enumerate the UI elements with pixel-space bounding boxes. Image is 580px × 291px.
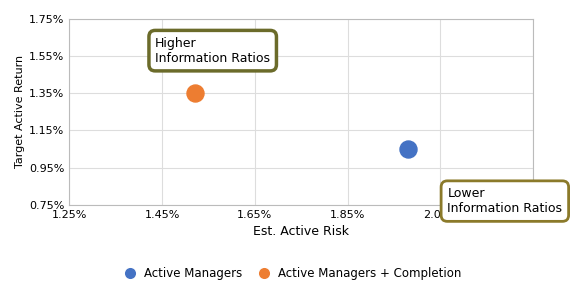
Y-axis label: Target Active Return: Target Active Return xyxy=(15,55,25,168)
Text: Higher
Information Ratios: Higher Information Ratios xyxy=(155,37,270,65)
Point xyxy=(403,147,412,151)
Legend: Active Managers, Active Managers + Completion: Active Managers, Active Managers + Compl… xyxy=(114,263,466,285)
Point xyxy=(190,91,200,96)
Text: Lower
Information Ratios: Lower Information Ratios xyxy=(447,187,563,215)
X-axis label: Est. Active Risk: Est. Active Risk xyxy=(253,225,349,238)
